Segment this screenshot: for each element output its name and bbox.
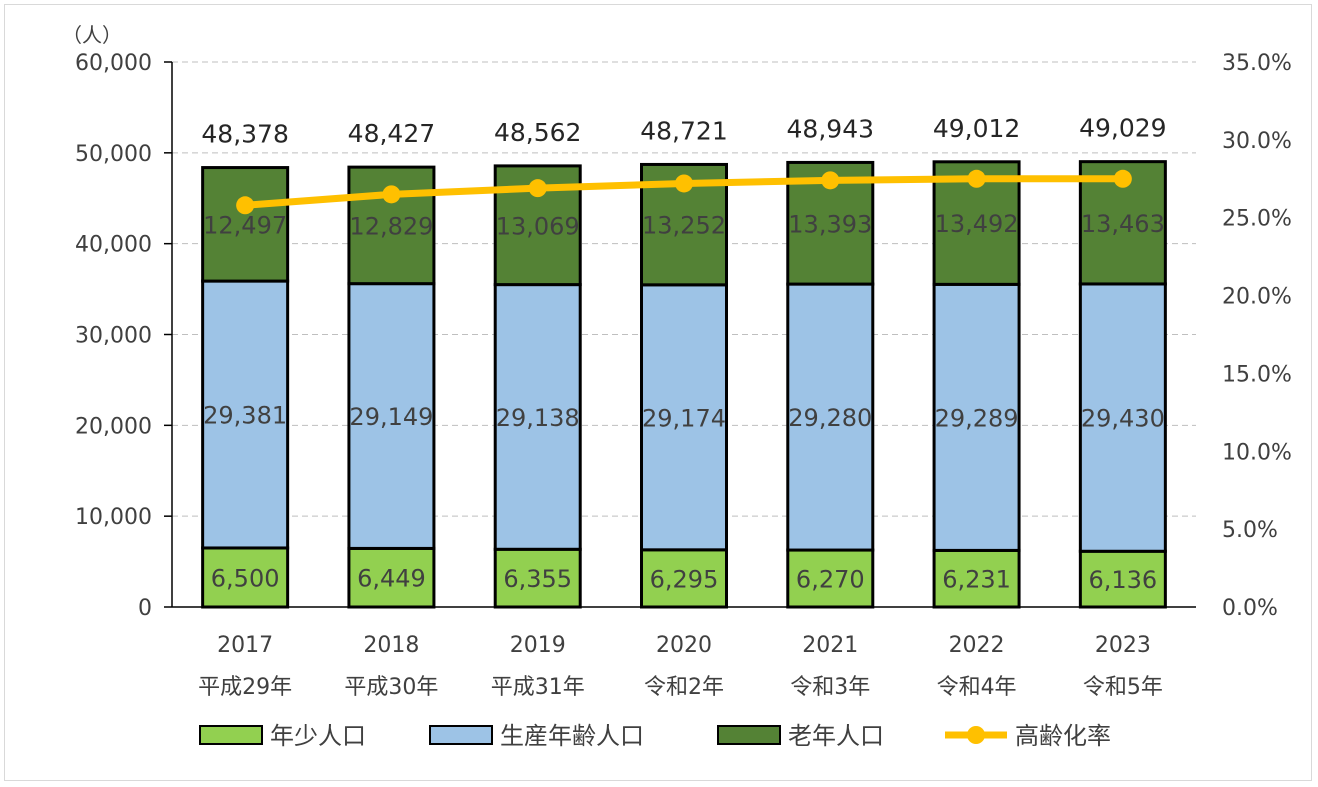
y-tick-label: 60,000	[75, 51, 152, 76]
legend-swatch	[429, 725, 493, 745]
x-tick-sublabel: 令和2年	[644, 675, 724, 700]
y2-tick-label: 25.0%	[1222, 207, 1292, 232]
data-label: 13,069	[496, 212, 580, 240]
y-axis-unit-label: （人）	[62, 23, 122, 47]
data-label: 13,393	[788, 210, 872, 238]
legend-swatch	[717, 725, 781, 745]
legend-label: 生産年齢人口	[500, 722, 644, 750]
data-label: 29,149	[349, 403, 433, 431]
total-label: 49,012	[933, 114, 1020, 143]
data-label: 29,280	[788, 404, 872, 432]
total-label: 48,378	[201, 120, 288, 149]
y-tick-label: 40,000	[75, 233, 152, 258]
y-tick-label: 20,000	[75, 414, 152, 439]
rate-point	[821, 171, 840, 190]
data-label: 29,430	[1081, 405, 1165, 433]
x-tick-label: 2020	[656, 633, 712, 658]
bar-segment	[786, 282, 875, 552]
y2-tick-label: 30.0%	[1222, 129, 1292, 154]
total-label: 48,427	[348, 119, 435, 148]
y2-tick-label: 5.0%	[1222, 518, 1278, 543]
y-tick-label: 10,000	[75, 505, 152, 530]
y2-tick-label: 0.0%	[1222, 596, 1278, 621]
data-label: 6,295	[650, 565, 719, 593]
rate-point	[1113, 169, 1132, 188]
rate-point	[528, 179, 547, 198]
data-label: 6,355	[503, 565, 572, 593]
data-label: 12,497	[203, 211, 287, 239]
x-tick-sublabel: 平成29年	[198, 675, 292, 700]
x-tick-sublabel: 平成30年	[344, 675, 438, 700]
data-label: 13,492	[935, 210, 1019, 238]
x-tick-sublabel: 令和5年	[1083, 675, 1163, 700]
legend-label: 年少人口	[270, 722, 366, 750]
rate-point	[236, 196, 255, 215]
bar-segment	[201, 166, 290, 283]
y2-tick-label: 15.0%	[1222, 362, 1292, 387]
bar-segment	[1078, 549, 1167, 609]
x-tick-label: 2021	[802, 633, 858, 658]
data-label: 29,289	[935, 404, 1019, 432]
y2-tick-label: 10.0%	[1222, 440, 1292, 465]
rate-point	[382, 185, 401, 204]
y-tick-label: 0	[138, 596, 152, 621]
y-tick-label: 50,000	[75, 142, 152, 167]
y2-tick-label: 35.0%	[1222, 51, 1292, 76]
bar-segment	[932, 282, 1021, 552]
data-label: 12,829	[349, 212, 433, 240]
legend-marker	[967, 726, 985, 744]
legend-label: 高齢化率	[1015, 722, 1111, 750]
x-tick-label: 2023	[1095, 633, 1151, 658]
x-tick-sublabel: 令和4年	[937, 675, 1017, 700]
bar-segment	[640, 283, 728, 552]
x-tick-label: 2018	[363, 633, 419, 658]
x-tick-label: 2022	[949, 633, 1005, 658]
bar-segment	[347, 282, 436, 550]
legend-label: 老年人口	[788, 722, 884, 750]
chart-frame	[4, 4, 1312, 781]
x-tick-sublabel: 平成31年	[491, 675, 585, 700]
rate-point	[675, 174, 693, 193]
y2-tick-label: 20.0%	[1222, 285, 1292, 310]
data-label: 29,174	[642, 404, 726, 432]
data-label: 29,138	[496, 404, 580, 432]
y-tick-label: 30,000	[75, 324, 152, 349]
data-label: 6,231	[942, 566, 1011, 594]
x-tick-label: 2019	[510, 633, 566, 658]
data-label: 6,500	[211, 564, 280, 592]
data-label: 13,463	[1081, 210, 1165, 238]
bar-segment	[493, 283, 582, 551]
bar-segment	[201, 279, 290, 550]
total-label: 48,721	[640, 116, 727, 145]
data-label: 6,136	[1088, 566, 1157, 594]
data-label: 6,270	[796, 566, 865, 594]
data-label: 29,381	[203, 402, 287, 430]
bar-segment	[932, 548, 1021, 609]
total-label: 49,029	[1079, 114, 1166, 143]
x-tick-sublabel: 令和3年	[790, 675, 870, 700]
rate-point	[967, 169, 986, 188]
legend-swatch	[199, 725, 263, 745]
x-tick-label: 2017	[217, 633, 273, 658]
total-label: 48,943	[787, 114, 874, 143]
total-label: 48,562	[494, 118, 581, 147]
data-label: 13,252	[642, 212, 726, 240]
data-label: 6,449	[357, 565, 426, 593]
